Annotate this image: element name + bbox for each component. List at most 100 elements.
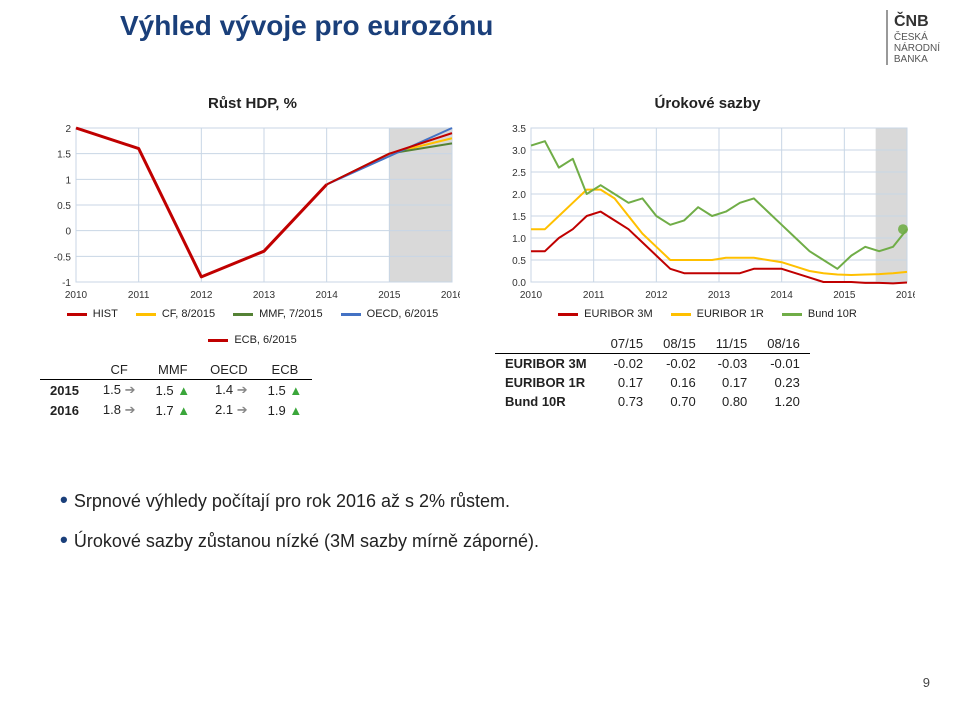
legend-swatch: [671, 313, 691, 316]
svg-text:2010: 2010: [65, 290, 88, 301]
logo: ČNB ČESKÁ NÁRODNÍ BANKA: [886, 10, 940, 65]
legend-label: HIST: [93, 308, 118, 320]
gdp-chart-block: Růst HDP, % -1 -0.5 0 0.5 1 1.5 2 2010 2011 2012 2…: [40, 95, 465, 420]
rates-chart-title: Úrokové sazby: [495, 95, 920, 112]
table-col-head: 07/15: [601, 334, 654, 354]
table-row-label: Bund 10R: [495, 392, 601, 411]
gdp-chart: -1 -0.5 0 0.5 1 1.5 2 2010 2011 2012 2013 2014 2015 2…: [40, 122, 465, 302]
svg-text:2014: 2014: [771, 290, 794, 301]
legend-item: MMF, 7/2015: [233, 308, 323, 320]
svg-text:2012: 2012: [645, 290, 668, 301]
svg-text:2011: 2011: [128, 290, 150, 301]
legend-swatch: [233, 313, 253, 316]
svg-text:2015: 2015: [378, 290, 401, 301]
legend-label: Bund 10R: [808, 308, 857, 320]
svg-text:2013: 2013: [253, 290, 276, 301]
gdp-table: CFMMFOECDECB20151.5 ➔1.5 ▲1.4 ➔1.5 ▲2016…: [40, 360, 312, 420]
cnb-logo-icon: ČNB: [894, 10, 938, 30]
table-cell: -0.01: [757, 354, 810, 374]
table-cell: 1.20: [757, 392, 810, 411]
table-cell: 1.8 ➔: [93, 400, 146, 420]
page-title: Výhled vývoje pro eurozónu: [120, 10, 493, 42]
svg-text:2011: 2011: [583, 290, 605, 301]
svg-text:-1: -1: [62, 278, 71, 289]
legend-item: EURIBOR 1R: [671, 308, 764, 320]
table-col-head: 08/16: [757, 334, 810, 354]
legend-item: CF, 8/2015: [136, 308, 215, 320]
legend-swatch: [67, 313, 87, 316]
svg-text:2: 2: [65, 124, 71, 135]
bullet-item: Srpnové výhledy počítají pro rok 2016 až…: [60, 480, 900, 520]
svg-text:0.0: 0.0: [512, 278, 526, 289]
table-cell: 1.5 ▲: [258, 380, 313, 401]
table-cell: -0.03: [706, 354, 758, 374]
table-row-label: 2016: [40, 400, 93, 420]
legend-item: HIST: [67, 308, 118, 320]
legend-item: EURIBOR 3M: [558, 308, 652, 320]
svg-text:2016: 2016: [441, 290, 460, 301]
svg-text:2.0: 2.0: [512, 190, 526, 201]
svg-text:0.5: 0.5: [57, 201, 71, 212]
svg-text:0.5: 0.5: [512, 256, 526, 267]
svg-text:2012: 2012: [190, 290, 213, 301]
table-cell: 0.17: [706, 373, 758, 392]
legend-label: MMF, 7/2015: [259, 308, 323, 320]
legend-label: CF, 8/2015: [162, 308, 215, 320]
svg-text:3.0: 3.0: [512, 146, 526, 157]
svg-text:2.5: 2.5: [512, 168, 526, 179]
svg-text:-0.5: -0.5: [54, 252, 72, 263]
rates-chart: 0.0 0.5 1.0 1.5 2.0 2.5 3.0 3.5 2010 2011 2012 2013…: [495, 122, 920, 302]
legend-swatch: [341, 313, 361, 316]
table-col-head: OECD: [200, 360, 258, 380]
table-col-head: 11/15: [706, 334, 758, 354]
legend-swatch: [558, 313, 578, 316]
page-number: 9: [923, 675, 930, 690]
svg-text:2013: 2013: [708, 290, 731, 301]
legend-item: OECD, 6/2015: [341, 308, 439, 320]
svg-text:2010: 2010: [520, 290, 543, 301]
svg-text:1.5: 1.5: [57, 150, 71, 161]
table-cell: 0.70: [653, 392, 706, 411]
svg-text:0: 0: [65, 227, 71, 238]
legend-label: OECD, 6/2015: [367, 308, 439, 320]
table-col-head: CF: [93, 360, 146, 380]
table-cell: 1.7 ▲: [146, 400, 201, 420]
table-cell: 1.5 ➔: [93, 380, 146, 401]
legend-label: EURIBOR 1R: [697, 308, 764, 320]
table-col-head: ECB: [258, 360, 313, 380]
rates-table: 07/1508/1511/1508/16EURIBOR 3M-0.02-0.02…: [495, 334, 810, 411]
legend-swatch: [782, 313, 802, 316]
table-cell: 0.23: [757, 373, 810, 392]
svg-text:2016: 2016: [896, 290, 915, 301]
svg-text:1: 1: [65, 175, 71, 186]
table-cell: 0.17: [601, 373, 654, 392]
legend-item: ECB, 6/2015: [208, 334, 296, 346]
table-cell: 1.4 ➔: [200, 380, 258, 401]
svg-text:2015: 2015: [833, 290, 856, 301]
table-cell: 1.9 ▲: [258, 400, 313, 420]
table-row-label: EURIBOR 1R: [495, 373, 601, 392]
svg-text:3.5: 3.5: [512, 124, 526, 135]
table-cell: -0.02: [601, 354, 654, 374]
table-cell: 0.73: [601, 392, 654, 411]
rates-chart-block: Úrokové sazby 0.0 0.5 1.0 1.5 2.0 2.5 3.0 3.5 20…: [495, 95, 920, 420]
table-cell: 1.5 ▲: [146, 380, 201, 401]
svg-text:1.0: 1.0: [512, 234, 526, 245]
bullet-item: Úrokové sazby zůstanou nízké (3M sazby m…: [60, 520, 900, 560]
table-col-head: 08/15: [653, 334, 706, 354]
table-cell: 0.80: [706, 392, 758, 411]
table-cell: -0.02: [653, 354, 706, 374]
legend-swatch: [136, 313, 156, 316]
gdp-legend: HIST CF, 8/2015 MMF, 7/2015 OECD, 6/2015 ECB…: [40, 308, 465, 346]
legend-swatch: [208, 339, 228, 342]
svg-text:ČNB: ČNB: [894, 11, 929, 30]
gdp-chart-title: Růst HDP, %: [40, 95, 465, 112]
table-cell: 0.16: [653, 373, 706, 392]
legend-label: EURIBOR 3M: [584, 308, 652, 320]
svg-text:1.5: 1.5: [512, 212, 526, 223]
legend-label: ECB, 6/2015: [234, 334, 296, 346]
table-col-head: MMF: [146, 360, 201, 380]
table-cell: 2.1 ➔: [200, 400, 258, 420]
svg-text:2014: 2014: [316, 290, 339, 301]
rates-legend: EURIBOR 3M EURIBOR 1R Bund 10R: [495, 308, 920, 320]
